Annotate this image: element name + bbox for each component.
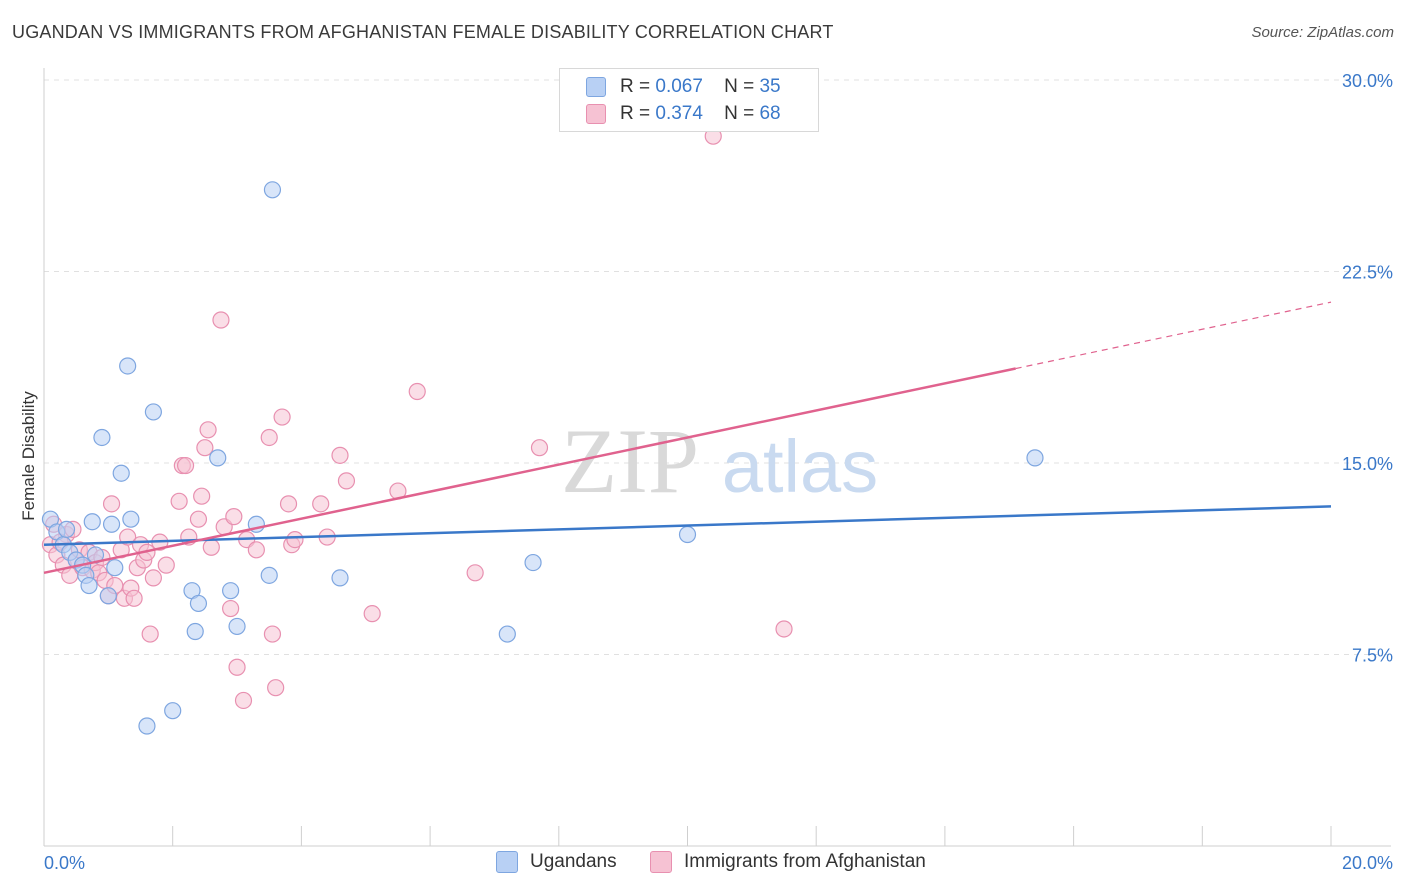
point-ugandans (678, 525, 697, 544)
legend-swatch-pink (650, 851, 672, 873)
legend-n-value: 68 (759, 103, 781, 124)
point-ugandans (164, 702, 182, 720)
point-afghanistan (267, 679, 285, 697)
legend-n-label: N = (724, 103, 755, 124)
point-afghanistan (279, 495, 298, 513)
chart-title: UGANDAN VS IMMIGRANTS FROM AFGHANISTAN F… (12, 22, 834, 42)
point-ugandans (331, 569, 349, 587)
point-afghanistan (144, 569, 162, 587)
point-afghanistan (157, 556, 175, 574)
point-afghanistan (222, 599, 240, 618)
source-label: Source: ZipAtlas.com (1251, 24, 1394, 41)
legend-label-afghanistan: Immigrants from Afghanistan (684, 851, 926, 872)
point-ugandans (524, 553, 542, 572)
point-afghanistan (228, 658, 246, 676)
x-tick-label: 0.0% (44, 853, 85, 873)
point-afghanistan (775, 620, 793, 638)
point-afghanistan (466, 564, 484, 582)
watermark-atlas: atlas (722, 425, 878, 508)
point-ugandans (138, 717, 156, 735)
point-afghanistan (331, 446, 349, 464)
legend-swatch-blue (586, 77, 606, 97)
legend-r-value: 0.067 (655, 76, 703, 97)
point-ugandans (228, 617, 246, 636)
y-tick-label: 7.5% (1352, 646, 1393, 666)
point-afghanistan (125, 589, 143, 607)
point-afghanistan (141, 625, 159, 643)
point-afghanistan (212, 311, 230, 329)
point-afghanistan (189, 510, 208, 528)
legend-series: Ugandans Immigrants from Afghanistan (0, 851, 1406, 877)
legend-r-label: R = (620, 103, 651, 124)
point-afghanistan (176, 456, 195, 475)
watermark-zip: ZIP (561, 410, 699, 512)
point-ugandans (260, 566, 278, 584)
point-ugandans (106, 559, 124, 577)
point-ugandans (144, 403, 162, 421)
points-ugandans (41, 181, 1044, 735)
legend-item-afghanistan: Immigrants from Afghanistan (650, 851, 926, 873)
point-afghanistan (247, 541, 265, 559)
y-tick-label: 22.5% (1342, 263, 1393, 283)
point-afghanistan (273, 408, 291, 426)
x-tick-label: 20.0% (1342, 853, 1393, 873)
legend-row-afghanistan: R = 0.374 N = 68 (586, 102, 781, 126)
point-ugandans (57, 520, 76, 538)
point-ugandans (189, 594, 208, 613)
trend-lines (43, 301, 1332, 575)
point-afghanistan (312, 495, 330, 513)
trend-line-afghanistan-projection (1015, 301, 1332, 370)
point-afghanistan (530, 439, 549, 457)
point-ugandans (1026, 449, 1044, 467)
legend-row-ugandans: R = 0.067 N = 35 (586, 75, 781, 99)
point-afghanistan (102, 495, 121, 513)
point-ugandans (83, 513, 101, 531)
trend-line-ugandans (43, 505, 1332, 546)
point-ugandans (263, 181, 282, 199)
point-ugandans (112, 464, 130, 482)
grid-lines (44, 79, 1391, 655)
legend-r-label: R = (620, 76, 651, 97)
point-ugandans (222, 582, 240, 600)
point-ugandans (80, 576, 98, 595)
legend-r-value: 0.374 (655, 103, 703, 124)
point-afghanistan (196, 439, 214, 457)
y-tick-label: 30.0% (1342, 71, 1393, 91)
legend-stats: R = 0.067 N = 35 R = 0.374 N = 68 (559, 68, 819, 132)
point-afghanistan (170, 492, 188, 510)
point-afghanistan (263, 625, 282, 643)
legend-swatch-pink (586, 104, 606, 124)
point-ugandans (122, 510, 140, 528)
axes (43, 68, 1391, 847)
legend-swatch-blue (496, 851, 518, 873)
point-afghanistan (225, 508, 243, 526)
point-afghanistan (286, 530, 304, 549)
trend-line-afghanistan (43, 367, 1016, 575)
point-ugandans (99, 587, 117, 605)
legend-label-ugandans: Ugandans (530, 851, 617, 872)
y-axis-label: Female Disability (19, 391, 38, 521)
point-ugandans (186, 622, 204, 641)
point-ugandans (93, 428, 111, 447)
point-afghanistan (193, 487, 211, 505)
tick-labels: 7.5% 15.0% 22.5% 30.0% 0.0% 20.0% (44, 71, 1393, 873)
point-ugandans (498, 625, 516, 643)
point-afghanistan (199, 421, 217, 439)
point-afghanistan (202, 538, 220, 556)
point-ugandans (209, 449, 227, 467)
points-afghanistan (41, 127, 793, 710)
point-ugandans (102, 515, 121, 533)
watermark: ZIP atlas (561, 410, 878, 512)
point-afghanistan (337, 472, 356, 490)
legend-n-label: N = (724, 76, 755, 97)
legend-n-value: 35 (759, 76, 781, 97)
y-tick-label: 15.0% (1342, 454, 1393, 474)
point-afghanistan (234, 691, 253, 710)
legend-item-ugandans: Ugandans (496, 851, 617, 873)
point-afghanistan (363, 605, 381, 623)
point-ugandans (119, 357, 137, 375)
point-afghanistan (408, 382, 426, 401)
point-afghanistan (260, 428, 278, 447)
